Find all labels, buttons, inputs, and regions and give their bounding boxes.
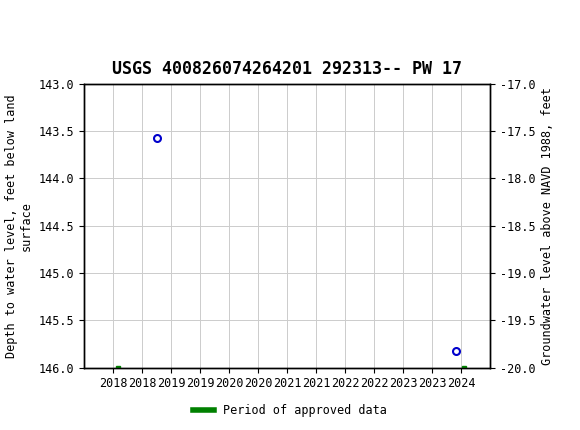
Legend: Period of approved data: Period of approved data [188, 399, 392, 422]
Title: USGS 400826074264201 292313-- PW 17: USGS 400826074264201 292313-- PW 17 [112, 60, 462, 78]
Text: ≡USGS: ≡USGS [7, 10, 61, 28]
Y-axis label: Groundwater level above NAVD 1988, feet: Groundwater level above NAVD 1988, feet [541, 87, 554, 365]
Y-axis label: Depth to water level, feet below land
surface: Depth to water level, feet below land su… [5, 94, 33, 358]
